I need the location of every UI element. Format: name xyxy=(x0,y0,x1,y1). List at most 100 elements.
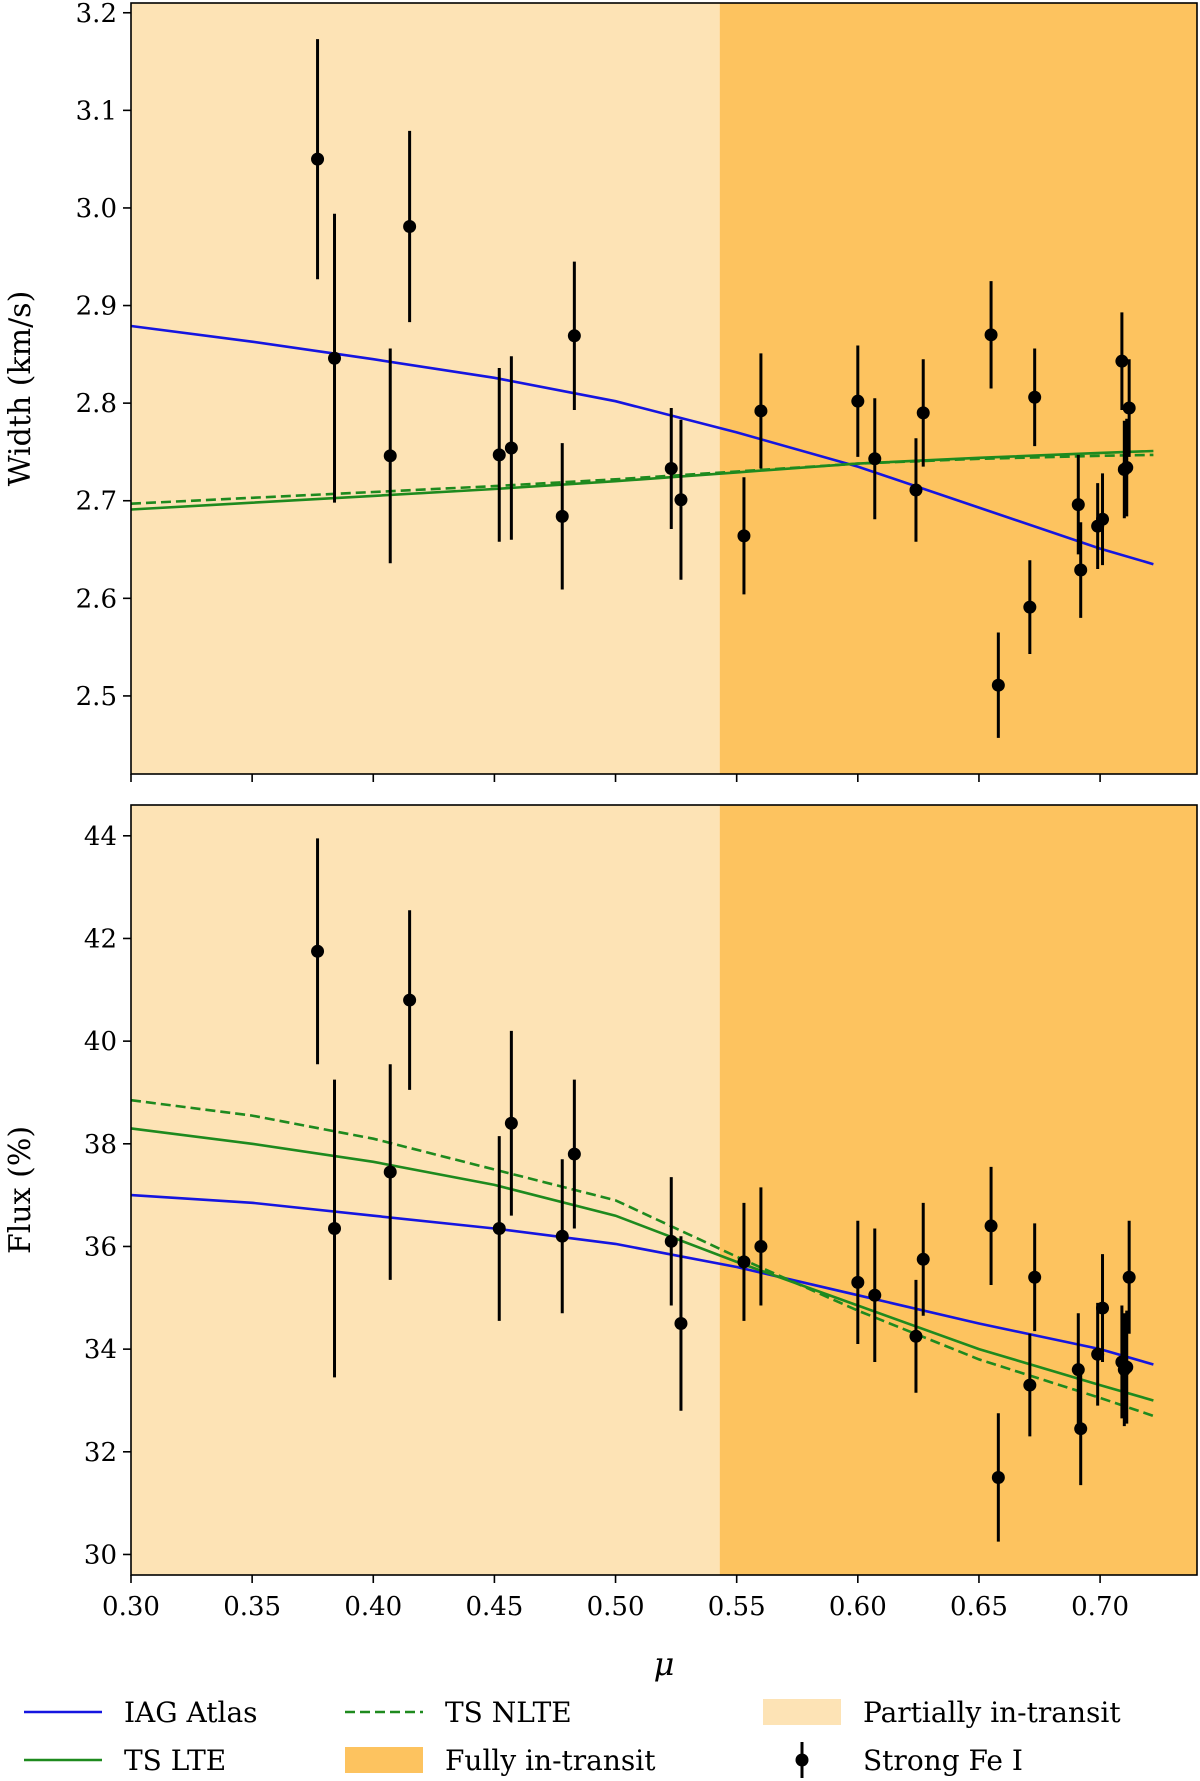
data-point xyxy=(851,394,865,408)
data-point xyxy=(1074,1422,1088,1436)
data-point xyxy=(328,351,342,365)
data-point xyxy=(311,944,325,958)
iag-atlas-line xyxy=(130,1193,1154,1366)
data-point xyxy=(555,1229,569,1243)
data-point xyxy=(504,1116,518,1130)
span-fully-in-transit xyxy=(719,3,1197,774)
data-point xyxy=(1071,498,1085,512)
y-tick-label: 3.2 xyxy=(76,0,117,29)
y-tick-label: 2.7 xyxy=(76,487,117,517)
legend-strong-fe-i-label: Strong Fe I xyxy=(863,1744,1023,1777)
legend: IAG Atlas TS NLTE Partially in-transit TS L… xyxy=(24,1696,1121,1778)
y-tick-label: 2.9 xyxy=(76,292,117,322)
legend-iag-atlas-label: IAG Atlas xyxy=(124,1696,258,1729)
data-point xyxy=(1023,1378,1037,1392)
flux-panel: 30 32 34 36 38 40 42 44 0.30 0.35 0.40 0.45 0.50 0.55… xyxy=(3,804,1198,1683)
data-point xyxy=(851,1275,865,1289)
data-point xyxy=(504,441,518,455)
data-point xyxy=(737,529,751,543)
width-panel: 2.5 2.6 2.7 2.8 2.9 3.0 3.1 3.2 Width (km/s) xyxy=(3,0,1198,782)
x-tick-label: 0.40 xyxy=(344,1592,402,1622)
legend-partially-in-transit-swatch xyxy=(763,1699,841,1725)
span-partially-in-transit xyxy=(131,3,720,774)
data-point xyxy=(909,483,923,497)
y-axis-label: Width (km/s) xyxy=(3,291,38,487)
y-tick-label: 32 xyxy=(84,1438,117,1468)
x-axis-label: μ xyxy=(654,1645,675,1683)
span-partially-in-transit xyxy=(131,805,720,1575)
iag-atlas-line xyxy=(130,324,1154,566)
y-tick-label: 42 xyxy=(84,924,117,954)
data-point xyxy=(1122,401,1136,415)
ts-nlte-line xyxy=(130,453,1154,505)
legend-ts-nlte-label: TS NLTE xyxy=(445,1696,572,1729)
data-point xyxy=(991,1470,1005,1484)
data-point xyxy=(492,1222,506,1235)
data-point xyxy=(868,452,882,466)
x-tick-label: 0.65 xyxy=(950,1592,1008,1622)
data-point xyxy=(1071,1363,1085,1377)
data-point xyxy=(984,1219,998,1233)
legend-fully-in-transit-label: Fully in-transit xyxy=(445,1744,656,1777)
ts-lte-line xyxy=(130,449,1154,511)
data-point xyxy=(737,1255,751,1269)
x-tick-label: 0.70 xyxy=(1071,1592,1129,1622)
data-point xyxy=(383,449,397,463)
data-point xyxy=(1115,354,1129,368)
data-point xyxy=(664,462,678,476)
y-tick-label: 2.8 xyxy=(76,389,117,419)
data-point xyxy=(991,678,1005,692)
data-point xyxy=(1120,1360,1134,1374)
data-point xyxy=(1028,390,1042,404)
data-point xyxy=(916,406,930,420)
y-tick-label: 40 xyxy=(84,1027,117,1057)
data-point xyxy=(567,329,581,343)
data-point xyxy=(674,1316,688,1330)
y-tick-label: 3.0 xyxy=(76,194,117,224)
data-point xyxy=(1074,563,1088,577)
data-point xyxy=(383,1165,397,1179)
data-point xyxy=(311,152,325,166)
y-tick-label: 2.6 xyxy=(76,584,117,614)
data-point xyxy=(1023,600,1037,614)
data-point xyxy=(1096,1301,1110,1315)
y-tick-label: 38 xyxy=(84,1130,117,1160)
y-tick-label: 36 xyxy=(84,1232,117,1262)
x-tick-label: 0.60 xyxy=(829,1592,887,1622)
plot-frame xyxy=(130,2,1198,775)
data-point xyxy=(909,1329,923,1343)
data-point xyxy=(984,328,998,342)
data-point xyxy=(868,1288,882,1302)
data-point xyxy=(1122,1270,1136,1284)
legend-partially-in-transit-label: Partially in-transit xyxy=(863,1696,1121,1729)
data-point xyxy=(555,509,569,523)
x-tick-label: 0.50 xyxy=(587,1592,645,1622)
span-fully-in-transit xyxy=(719,805,1197,1575)
plot-frame xyxy=(130,804,1198,1576)
x-tick-label: 0.45 xyxy=(465,1592,523,1622)
data-point xyxy=(1028,1270,1042,1284)
y-tick-label: 3.1 xyxy=(76,96,117,126)
y-tick-label: 30 xyxy=(84,1540,117,1570)
legend-strong-fe-i-marker xyxy=(795,1753,809,1767)
data-point xyxy=(492,448,506,462)
data-point xyxy=(1091,1347,1105,1361)
data-point xyxy=(674,493,688,507)
x-tick-label: 0.55 xyxy=(708,1592,766,1622)
y-tick-label: 44 xyxy=(84,822,117,852)
y-tick-label: 2.5 xyxy=(76,682,117,712)
data-point xyxy=(916,1252,930,1266)
legend-ts-lte-label: TS LTE xyxy=(124,1744,226,1777)
y-tick-label: 34 xyxy=(84,1335,117,1365)
data-point xyxy=(1096,512,1110,526)
y-axis-label: Flux (%) xyxy=(3,1126,38,1254)
legend-fully-in-transit-swatch xyxy=(345,1747,423,1773)
data-point xyxy=(1120,461,1134,475)
data-point xyxy=(328,1222,342,1235)
x-tick-label: 0.30 xyxy=(102,1592,160,1622)
data-point xyxy=(754,404,768,418)
data-point xyxy=(754,1239,768,1253)
data-point xyxy=(403,219,417,233)
data-point xyxy=(567,1147,581,1161)
